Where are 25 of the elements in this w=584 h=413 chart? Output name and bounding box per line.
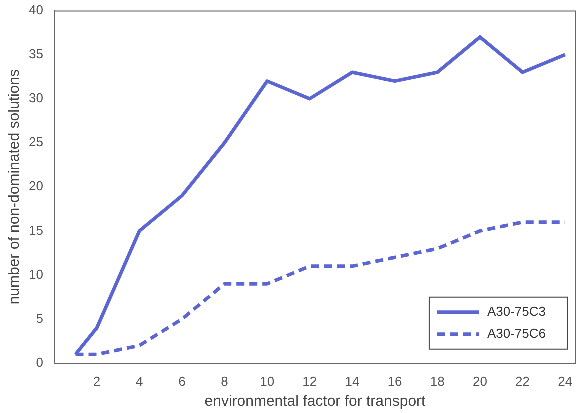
x-axis-title: environmental factor for transport [204, 393, 427, 410]
x-tick-label: 16 [388, 374, 402, 389]
x-tick-label: 8 [221, 374, 228, 389]
x-tick-label: 12 [302, 374, 318, 389]
x-tick-label: 18 [430, 374, 445, 389]
y-tick-label: 15 [28, 222, 44, 238]
y-tick-label: 40 [28, 2, 44, 18]
y-tick-label: 20 [28, 178, 44, 194]
x-tick-label: 22 [516, 374, 530, 389]
legend-label: A30-75C6 [487, 326, 546, 341]
y-tick-label: 0 [36, 354, 44, 370]
x-tick-label: 24 [558, 374, 573, 389]
x-tick-label: 20 [472, 374, 488, 389]
y-axis-title: number of non-dominated solutions [6, 70, 24, 305]
y-tick-label: 5 [36, 310, 44, 326]
legend-label: A30-75C3 [487, 304, 546, 319]
x-tick-label: 14 [345, 374, 360, 389]
x-tick-label: 4 [136, 374, 144, 389]
y-tick-label: 25 [28, 134, 44, 150]
y-tick-label: 35 [28, 46, 44, 62]
x-tick-label: 10 [260, 374, 275, 389]
x-tick-label: 6 [178, 374, 186, 389]
x-tick-label: 2 [93, 374, 101, 389]
y-tick-label: 30 [28, 90, 44, 106]
y-tick-label: 10 [28, 266, 44, 282]
